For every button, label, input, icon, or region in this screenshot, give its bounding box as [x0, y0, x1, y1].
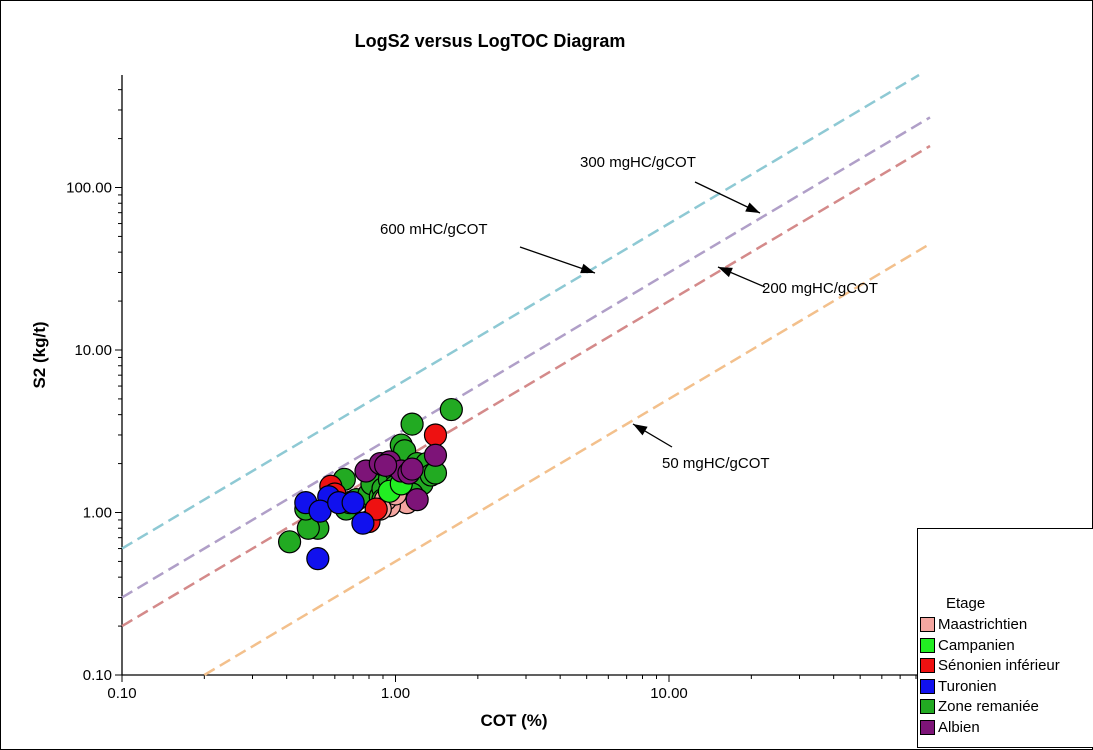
legend-label: Maastrichtien — [938, 616, 1028, 633]
legend: Etage Maastrichtien Campanien Sénonien inf… — [917, 528, 1093, 748]
legend-item: Turonien — [920, 677, 997, 696]
legend-item: Albien — [920, 718, 980, 737]
annotation-arrow-head — [745, 202, 760, 213]
y-tick-label: 0.10 — [83, 667, 112, 684]
data-point — [306, 547, 330, 571]
x-axis-label: COT (%) — [480, 711, 547, 730]
data-point — [351, 511, 375, 535]
annotation-arrow-head — [580, 263, 595, 274]
annotations: 600 mHC/gCOT 300 mgHC/gCOT 200 mgHC/gCOT 50… — [380, 154, 878, 472]
y-tick-label: 100.00 — [66, 180, 112, 197]
data-points — [277, 397, 463, 571]
data-point — [400, 457, 424, 481]
reference-line-label: 200 mgHC/gCOT — [762, 280, 878, 297]
annotation-arrow-head — [633, 424, 648, 436]
legend-swatch — [920, 637, 935, 653]
legend-title: Etage — [946, 595, 986, 612]
annotation-arrow-head — [718, 267, 733, 278]
y-axis-label: S2 (kg/t) — [30, 321, 49, 388]
legend-label: Sénonien inférieur — [938, 657, 1060, 674]
legend-label: Turonien — [938, 677, 997, 695]
x-tick-label: 1.00 — [381, 685, 410, 702]
legend-label: Zone remaniée — [938, 698, 1039, 715]
hi-50-line — [203, 242, 931, 677]
data-point — [423, 443, 448, 467]
data-point — [439, 397, 463, 422]
x-tick-label: 10.00 — [650, 685, 688, 702]
chart-title: LogS2 versus LogTOC Diagram — [355, 31, 626, 51]
legend-item: Sénonien inférieur — [920, 656, 1060, 675]
legend-item: Zone remaniée — [920, 697, 1039, 716]
legend-label: Campanien — [938, 636, 1015, 654]
legend-label: Albien — [938, 718, 980, 736]
hi-200-line — [121, 144, 931, 628]
legend-swatch — [920, 699, 935, 714]
data-point — [405, 488, 429, 512]
legend-swatch — [920, 678, 935, 694]
legend-item: Maastrichtien — [920, 615, 1027, 634]
hi-600-line — [121, 73, 920, 550]
data-point — [373, 453, 398, 477]
x-tick-label: 0.10 — [107, 685, 136, 702]
reference-lines — [121, 73, 931, 677]
y-tick-label: 10.00 — [74, 342, 112, 359]
reference-line-label: 50 mgHC/gCOT — [662, 455, 770, 472]
y-tick-label: 1.00 — [83, 505, 112, 522]
legend-swatch — [920, 617, 935, 632]
hi-300-line — [121, 116, 931, 599]
data-point — [277, 530, 302, 554]
data-point — [423, 423, 448, 447]
legend-swatch — [920, 658, 935, 673]
reference-line-label: 300 mgHC/gCOT — [580, 154, 696, 171]
reference-line-label: 600 mHC/gCOT — [380, 221, 488, 238]
legend-item: Campanien — [920, 636, 1015, 655]
data-point — [400, 412, 424, 436]
data-point — [341, 491, 365, 515]
legend-swatch — [920, 719, 935, 735]
